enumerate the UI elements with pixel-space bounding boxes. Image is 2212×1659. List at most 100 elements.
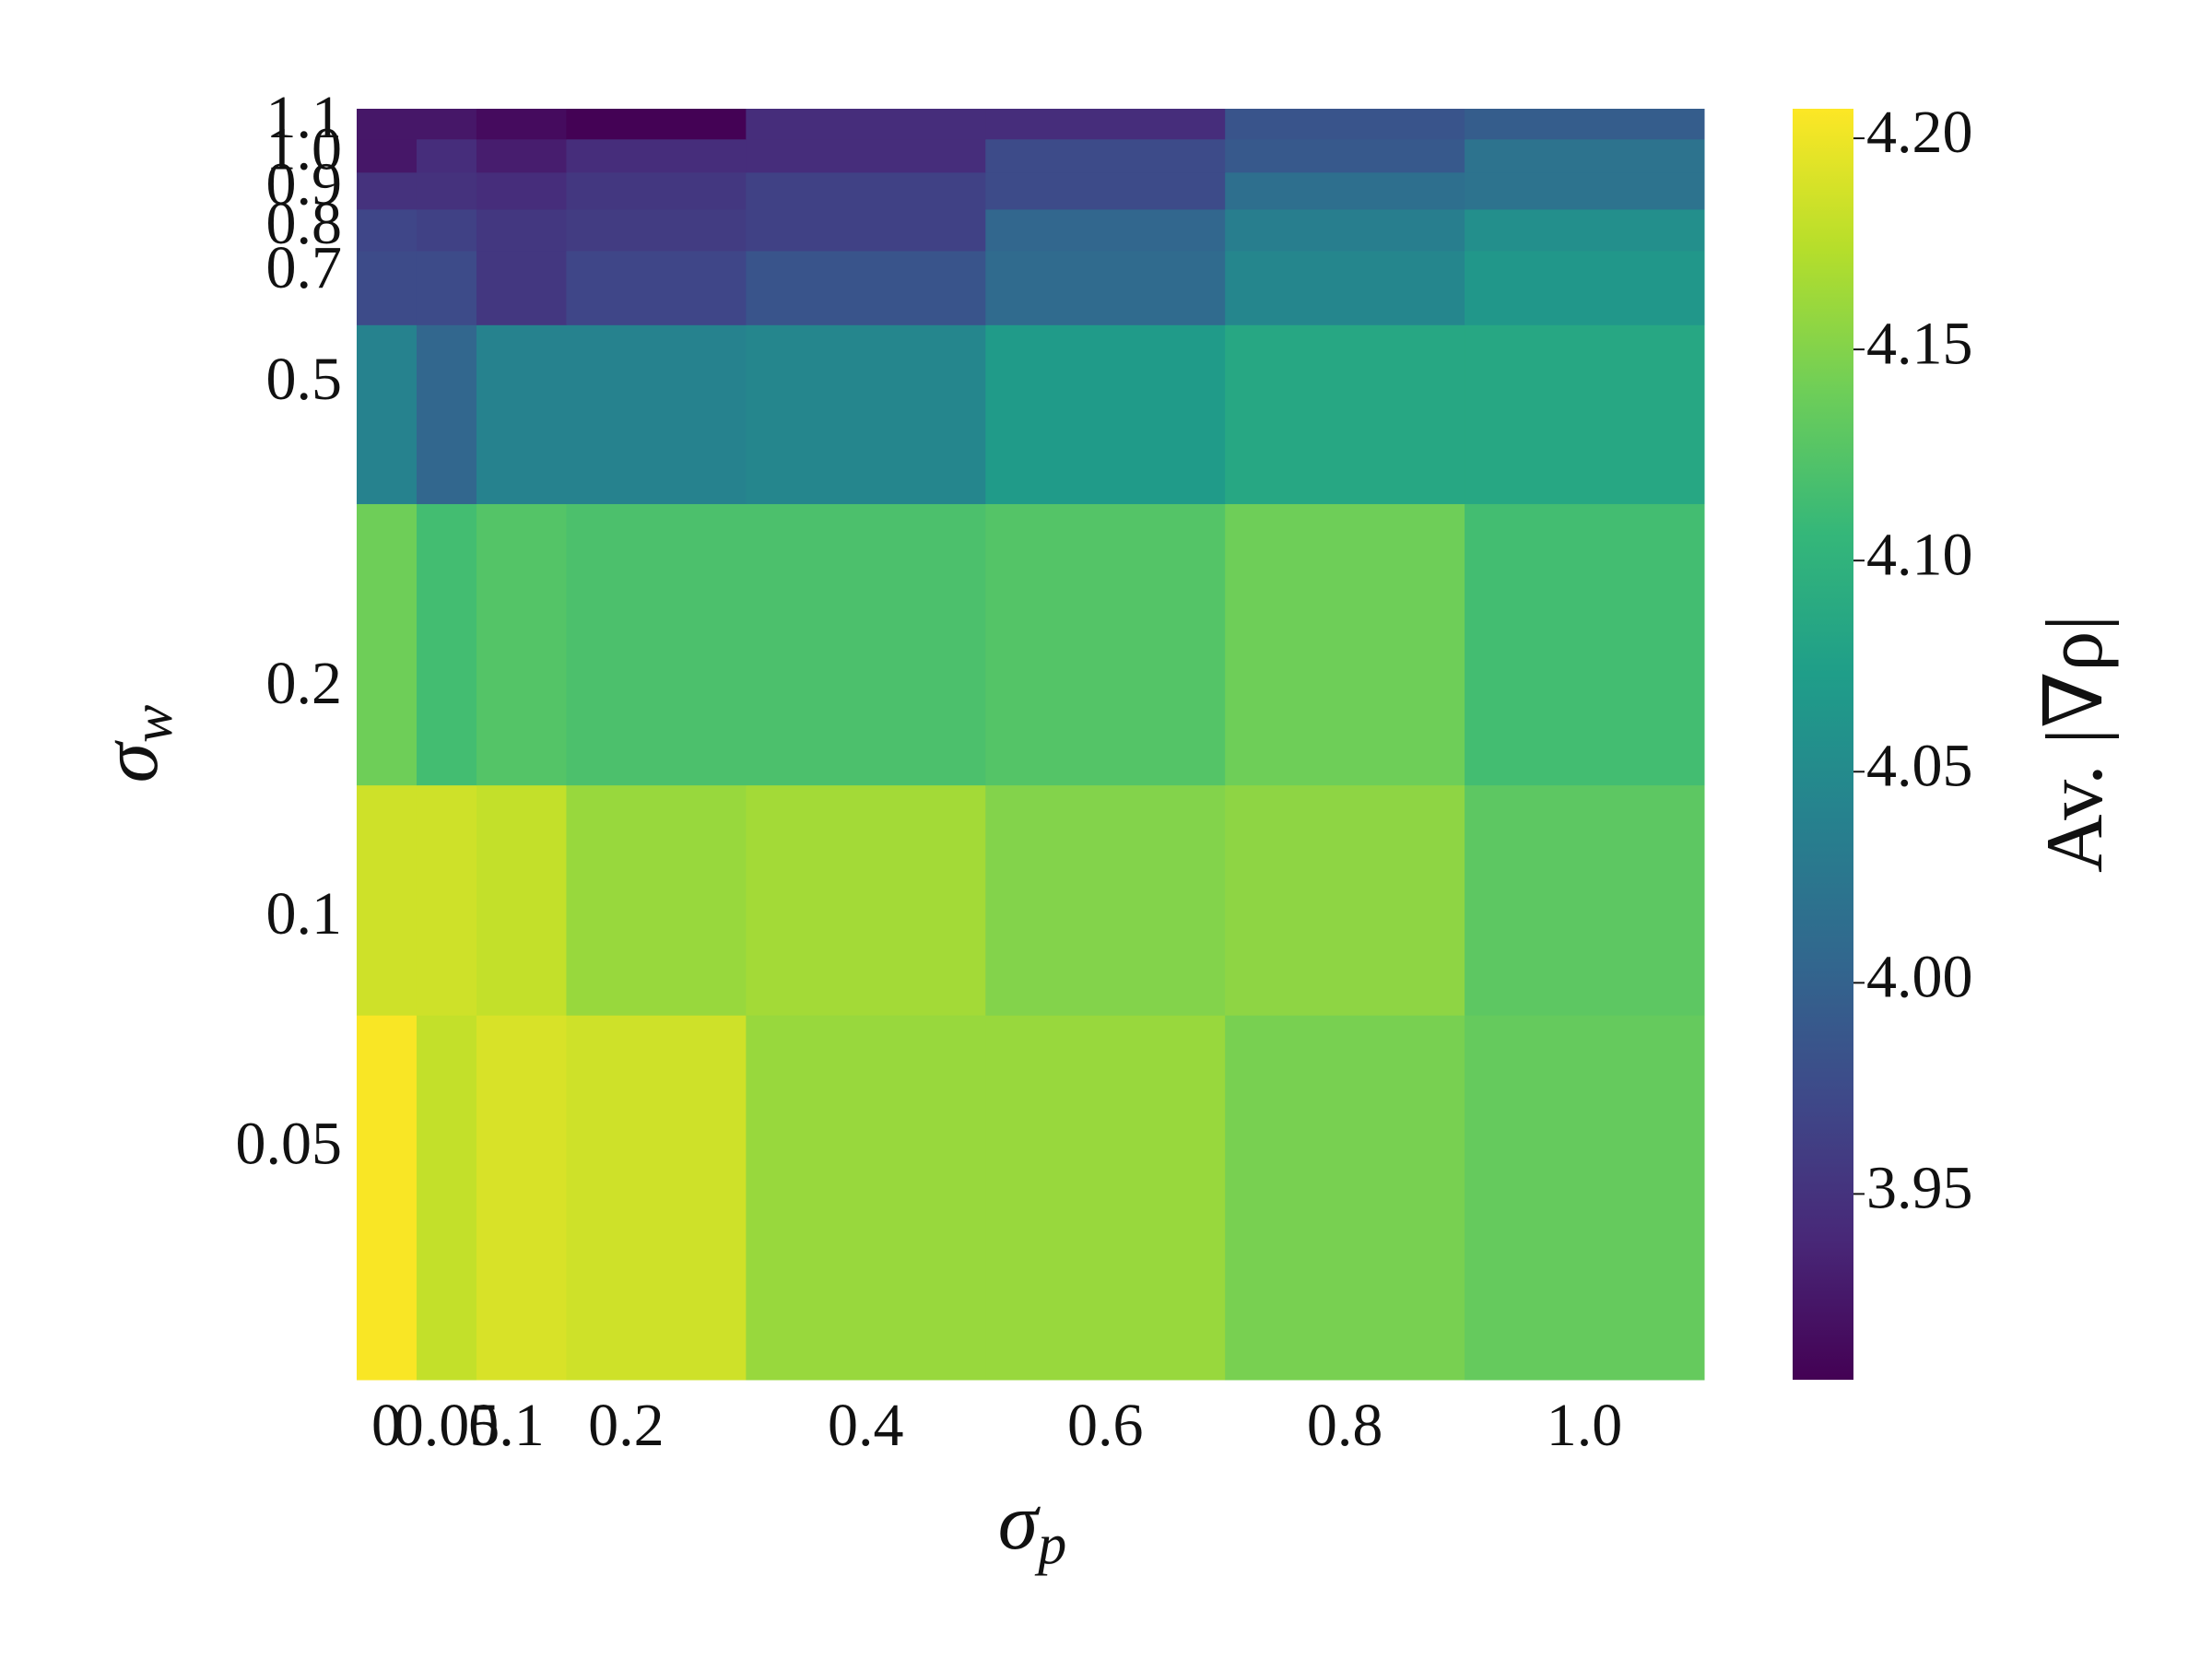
heatmap-cell xyxy=(1225,109,1465,140)
heatmap-cell xyxy=(1225,324,1465,504)
y-tick-label: 0.5 xyxy=(266,346,343,413)
heatmap-cell xyxy=(746,109,986,140)
heatmap-cell xyxy=(476,324,567,504)
heatmap-cell xyxy=(1225,503,1465,786)
heatmap-cell xyxy=(357,171,418,210)
heatmap-cell xyxy=(416,1015,477,1381)
y-label-subscript: w xyxy=(122,705,184,743)
y-tick-label: 0.7 xyxy=(266,234,343,301)
x-tick-label: 0.05 xyxy=(394,1392,500,1459)
heatmap-cell xyxy=(416,109,477,140)
y-tick-label: 1.0 xyxy=(266,115,343,182)
heatmap-cell xyxy=(476,109,567,140)
colorbar-tick-label: 4.15 xyxy=(1866,310,1973,377)
heatmap-cell xyxy=(985,138,1226,173)
colorbar-tick-label: 4.20 xyxy=(1866,99,1973,166)
heatmap-cell xyxy=(566,503,747,786)
heatmap-cell xyxy=(357,503,418,786)
heatmap-cell xyxy=(566,1015,747,1381)
heatmap-cell xyxy=(357,208,418,252)
y-tick-label: 0.05 xyxy=(236,1110,343,1177)
heatmap-cell xyxy=(1465,1015,1705,1381)
heatmap-cell xyxy=(476,138,567,173)
heatmap-cell xyxy=(357,1015,418,1381)
colorbar: 3.95 4.00 4.05 4.10 4.15 4.20 xyxy=(1793,99,1973,1380)
y-label-symbol: σ xyxy=(86,739,175,782)
y-tick-label: 0.8 xyxy=(266,190,343,257)
colorbar-tick-label: 4.00 xyxy=(1866,943,1973,1010)
heatmap-cell xyxy=(476,250,567,325)
heatmap-cell xyxy=(357,138,418,173)
x-tick-label: 0.2 xyxy=(588,1392,665,1459)
heatmap-cell xyxy=(746,503,986,786)
heatmap-cell xyxy=(416,324,477,504)
x-tick-label: 1.0 xyxy=(1547,1392,1623,1459)
heatmap-cell xyxy=(985,503,1226,786)
x-label-symbol: σ xyxy=(998,1477,1041,1567)
x-label-subscript: p xyxy=(1034,1513,1066,1576)
heatmap-cell xyxy=(1465,503,1705,786)
heatmap-cell xyxy=(416,784,477,1016)
heatmap-cell xyxy=(1225,784,1465,1016)
x-tick-label: 0.4 xyxy=(828,1392,904,1459)
heatmap-cell xyxy=(476,784,567,1016)
heatmap-cell xyxy=(476,171,567,210)
heatmap-cell xyxy=(1465,784,1705,1016)
x-tick-label: 0.6 xyxy=(1067,1392,1144,1459)
heatmap-cell xyxy=(566,784,747,1016)
heatmap-cell xyxy=(416,171,477,210)
heatmap-cell xyxy=(357,784,418,1016)
heatmap-cell xyxy=(357,109,418,140)
y-tick-label: 0.2 xyxy=(266,650,343,717)
heatmap-cell xyxy=(985,208,1226,252)
heatmap-cell xyxy=(566,109,747,140)
heatmap-cell xyxy=(1225,250,1465,325)
heatmap-cell xyxy=(566,324,747,504)
heatmap-cell xyxy=(985,1015,1226,1381)
heatmap-cell xyxy=(476,208,567,252)
heatmap-cell xyxy=(476,503,567,786)
heatmap-cell xyxy=(746,250,986,325)
heatmap-cell xyxy=(1225,1015,1465,1381)
y-tick-label: 0.1 xyxy=(266,880,343,947)
heatmap xyxy=(357,109,1705,1381)
x-axis-label: σp xyxy=(998,1477,1066,1576)
heatmap-cell xyxy=(416,138,477,173)
heatmap-cell xyxy=(746,138,986,173)
x-tick-label: 0.1 xyxy=(468,1392,545,1459)
heatmap-cell xyxy=(476,1015,567,1381)
y-tick-label: 0.9 xyxy=(266,150,343,218)
heatmap-cell xyxy=(985,324,1226,504)
colorbar-tick-label: 3.95 xyxy=(1866,1155,1973,1222)
heatmap-cell xyxy=(746,208,986,252)
heatmap-cell xyxy=(985,171,1226,210)
heatmap-cell xyxy=(566,208,747,252)
heatmap-cell xyxy=(357,250,418,325)
heatmap-cell xyxy=(1465,250,1705,325)
heatmap-cell xyxy=(746,171,986,210)
heatmap-cell xyxy=(566,138,747,173)
y-axis-label: σw xyxy=(86,705,184,783)
heatmap-cell xyxy=(746,1015,986,1381)
colorbar-tick-label: 4.05 xyxy=(1866,732,1973,799)
colorbar-tick-label: 4.10 xyxy=(1866,521,1973,588)
heatmap-cell xyxy=(985,250,1226,325)
x-tick-label: 0.8 xyxy=(1307,1392,1383,1459)
heatmap-cell xyxy=(1465,324,1705,504)
heatmap-cell xyxy=(1465,171,1705,210)
heatmap-cell xyxy=(566,171,747,210)
heatmap-cell xyxy=(1465,138,1705,173)
colorbar-label: Av. |∇ρ| xyxy=(2030,615,2120,873)
x-tick-label: 0 xyxy=(371,1392,402,1459)
heatmap-cell xyxy=(746,784,986,1016)
heatmap-cell xyxy=(416,208,477,252)
heatmap-cell xyxy=(566,250,747,325)
heatmap-cell xyxy=(416,250,477,325)
heatmap-cell xyxy=(416,503,477,786)
heatmap-cell xyxy=(746,324,986,504)
y-tick-label: 1.1 xyxy=(266,84,343,151)
heatmap-cell xyxy=(1225,171,1465,210)
heatmap-cell xyxy=(985,784,1226,1016)
heatmap-cell xyxy=(1225,208,1465,252)
